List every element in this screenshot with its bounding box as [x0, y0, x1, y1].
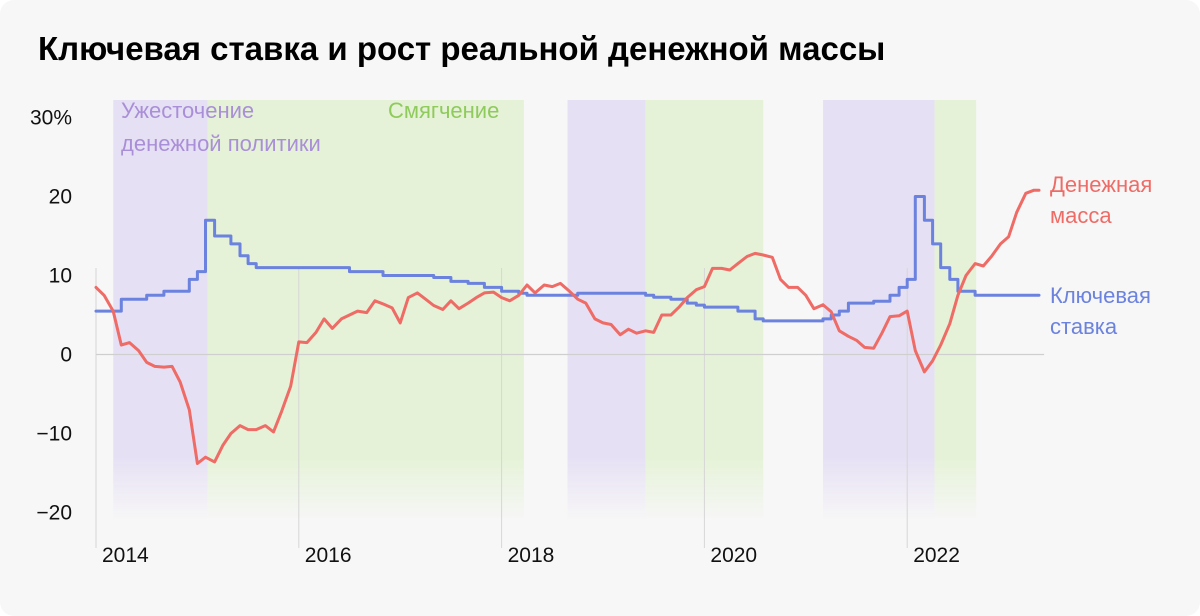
region-labels: Ужесточение денежной политики Смягчение: [121, 98, 499, 156]
x-tick-label: 2016: [305, 544, 352, 567]
series-labels: Денежная масса Ключевая ставка: [1050, 172, 1152, 339]
y-tick-label: 0: [60, 344, 72, 367]
tightening-band: [113, 100, 208, 520]
money-supply-label: масса: [1050, 203, 1112, 228]
y-tick-label: 10: [49, 265, 72, 288]
x-tick-label: 2014: [102, 544, 149, 567]
tightening-label: денежной политики: [121, 131, 321, 156]
key-rate-label: Ключевая: [1050, 283, 1151, 308]
series-lines: [94, 188, 1041, 465]
grid-lines: [95, 268, 1045, 548]
easing-label: Смягчение: [388, 98, 499, 123]
y-tick-label: −20: [36, 502, 72, 525]
tightening-label: Ужесточение: [121, 98, 254, 123]
money-supply-label: Денежная: [1050, 172, 1152, 197]
y-tick-label: 30%: [30, 107, 72, 130]
easing-band: [207, 100, 524, 520]
chart-title: Ключевая ставка и рост реальной денежной…: [38, 30, 886, 67]
key-rate-line: [94, 195, 1041, 323]
money-supply-line: [94, 188, 1041, 465]
key-rate-label: ставка: [1050, 314, 1118, 339]
y-tick-label: −10: [36, 423, 72, 446]
easing-band: [934, 100, 977, 520]
x-tick-label: 2018: [508, 544, 555, 567]
tightening-band: [567, 100, 646, 520]
x-tick-label: 2022: [913, 544, 960, 567]
x-tick-label: 2020: [710, 544, 757, 567]
y-tick-label: 20: [49, 186, 72, 209]
x-axis: 2014 2016 2018 2020 2022: [102, 544, 960, 567]
y-axis: 30% 20 10 0 −10 −20: [30, 107, 72, 525]
